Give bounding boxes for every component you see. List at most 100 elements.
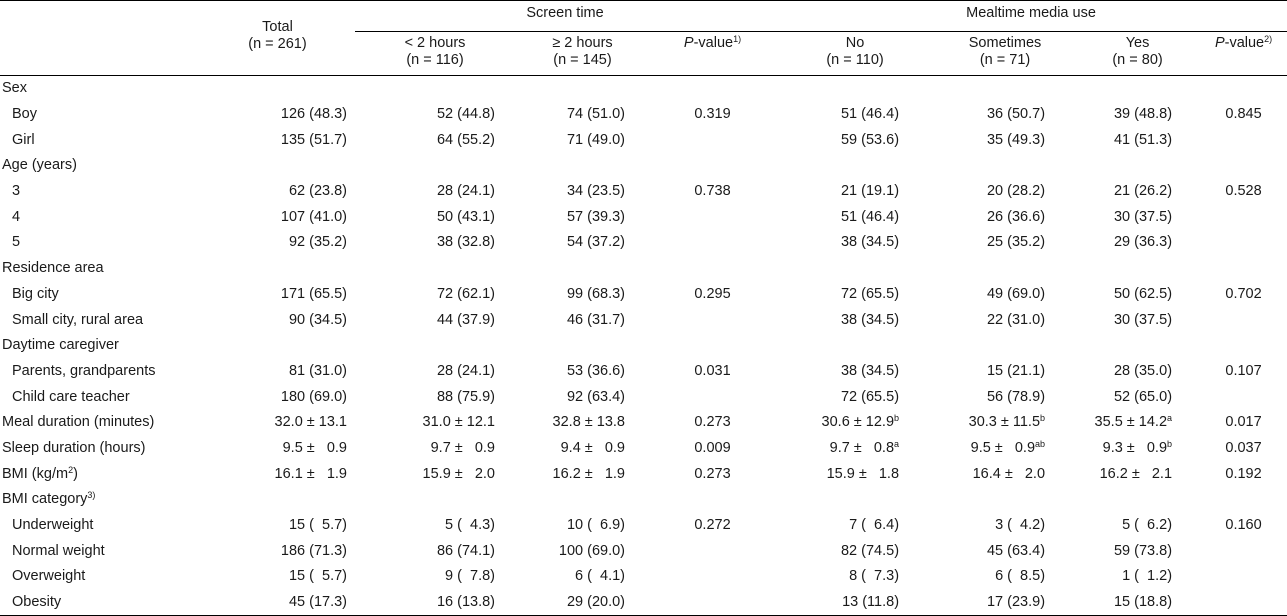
row-label-suffix: ) bbox=[73, 465, 78, 482]
pvalue-cell: 0.845 bbox=[1200, 102, 1287, 128]
value-cell bbox=[1075, 333, 1200, 359]
row-label-text: Overweight bbox=[12, 568, 86, 585]
cell-text: 0.009 bbox=[694, 439, 731, 456]
row-label-text: Child care teacher bbox=[12, 388, 130, 405]
value-cell: 35.5 ± 14.2a bbox=[1075, 410, 1200, 436]
cell-text: 9.4 ± 0.9 bbox=[560, 439, 625, 456]
value-cell bbox=[200, 487, 355, 513]
value-cell: 15 (18.8) bbox=[1075, 589, 1201, 616]
table-row: 4 107 (41.0) 50 (43.1) 57 (39.3) 51 (46.4) 26… bbox=[0, 204, 1287, 230]
value-cell: 35 (49.3) bbox=[935, 127, 1075, 153]
value-cell: 17 (23.9) bbox=[935, 589, 1076, 616]
value-cell: 15 ( 5.7) bbox=[200, 513, 355, 539]
value-cell: 38 (34.5) bbox=[775, 307, 935, 333]
stub-header bbox=[0, 0, 200, 76]
cell-text: 16.4 ± 2.0 bbox=[972, 465, 1046, 482]
cell-superscript: b bbox=[894, 413, 900, 424]
cell-text: 62 (23.8) bbox=[288, 183, 347, 200]
value-cell bbox=[935, 333, 1075, 359]
cell-text: 92 (63.4) bbox=[566, 388, 625, 405]
value-cell: 51 (46.4) bbox=[775, 102, 935, 128]
value-cell: 52 (44.8) bbox=[355, 102, 515, 128]
cell-text: 49 (69.0) bbox=[986, 285, 1046, 302]
value-cell: 57 (39.3) bbox=[515, 204, 650, 230]
pvalue-cell bbox=[650, 589, 776, 616]
cell-text: 59 (53.6) bbox=[840, 131, 900, 148]
pvalue-cell bbox=[650, 307, 775, 333]
cell-text: 135 (51.7) bbox=[280, 131, 347, 148]
pvalue-cell: 0.738 bbox=[650, 179, 775, 205]
pvalue-cell bbox=[1200, 589, 1287, 616]
cell-text: 16 (13.8) bbox=[436, 594, 495, 611]
yes-header: Yes (n = 80) bbox=[1075, 31, 1201, 76]
row-label: Parents, grandparents bbox=[0, 359, 200, 385]
cell-text: 32.8 ± 13.8 bbox=[552, 414, 625, 431]
row-label-text: 5 bbox=[12, 234, 21, 251]
value-cell bbox=[200, 333, 355, 359]
value-cell: 7 ( 6.4) bbox=[775, 513, 935, 539]
pvalue-cell bbox=[1200, 76, 1287, 102]
pvalue-cell: 0.702 bbox=[1200, 282, 1287, 308]
value-cell bbox=[1075, 487, 1200, 513]
pvalue-cell bbox=[1200, 384, 1287, 410]
value-cell bbox=[935, 76, 1075, 102]
pvalue-cell bbox=[1200, 333, 1287, 359]
value-cell: 16 (13.8) bbox=[355, 589, 515, 616]
sometimes-label: Sometimes bbox=[968, 35, 1042, 51]
value-cell: 26 (36.6) bbox=[935, 204, 1075, 230]
cell-text: 28 (24.1) bbox=[436, 183, 495, 200]
table-row: Underweight 15 ( 5.7) 5 ( 4.3) 10 ( 6.9) 0.2… bbox=[0, 513, 1287, 539]
value-cell bbox=[1075, 76, 1200, 102]
table-row: Daytime caregiver bbox=[0, 333, 1287, 359]
value-cell: 92 (63.4) bbox=[515, 384, 650, 410]
cell-text: 28 (24.1) bbox=[436, 362, 495, 379]
pvalue-cell bbox=[1200, 204, 1287, 230]
cell-text: 31.0 ± 12.1 bbox=[422, 414, 495, 431]
row-label-text: Big city bbox=[12, 285, 59, 302]
pvalue-cell: 0.273 bbox=[650, 410, 775, 436]
table-row: Residence area bbox=[0, 256, 1287, 282]
value-cell: 3 ( 4.2) bbox=[935, 513, 1075, 539]
cell-text: 0.017 bbox=[1225, 414, 1262, 431]
cell-text: 81 (31.0) bbox=[288, 362, 347, 379]
value-cell: 15 ( 5.7) bbox=[200, 564, 355, 590]
value-cell: 9.7 ± 0.9 bbox=[355, 436, 515, 462]
cell-text: 72 (65.5) bbox=[840, 285, 900, 302]
total-n: (n = 261) bbox=[248, 36, 307, 52]
value-cell: 82 (74.5) bbox=[775, 538, 935, 564]
value-cell: 86 (74.1) bbox=[355, 538, 515, 564]
value-cell: 28 (35.0) bbox=[1075, 359, 1200, 385]
value-cell: 54 (37.2) bbox=[515, 230, 650, 256]
cell-text: 0.738 bbox=[694, 183, 731, 200]
cell-text: 15 (18.8) bbox=[1113, 594, 1173, 611]
value-cell: 1 ( 1.2) bbox=[1075, 564, 1200, 590]
value-cell bbox=[515, 153, 650, 179]
pvalue-cell bbox=[1200, 256, 1287, 282]
value-cell: 22 (31.0) bbox=[935, 307, 1075, 333]
pvalue-italic: P bbox=[683, 35, 694, 51]
table-row: Boy 126 (48.3) 52 (44.8) 74 (51.0) 0.319 51 (… bbox=[0, 102, 1287, 128]
value-cell: 135 (51.7) bbox=[200, 127, 355, 153]
row-label: Age (years) bbox=[0, 153, 200, 179]
value-cell bbox=[515, 487, 650, 513]
cell-text: 0.272 bbox=[694, 517, 731, 534]
value-cell: 72 (62.1) bbox=[355, 282, 515, 308]
row-label-text: Sex bbox=[2, 80, 27, 97]
row-label: Meal duration (minutes) bbox=[0, 410, 200, 436]
cell-text: 186 (71.3) bbox=[280, 542, 347, 559]
value-cell: 38 (34.5) bbox=[775, 230, 935, 256]
value-cell: 16.4 ± 2.0 bbox=[935, 461, 1075, 487]
row-label-text: Underweight bbox=[12, 517, 94, 534]
cell-text: 28 (35.0) bbox=[1113, 362, 1173, 379]
table-row: Meal duration (minutes) 32.0 ± 13.1 31.0 ±… bbox=[0, 410, 1287, 436]
pvalue-cell: 0.295 bbox=[650, 282, 775, 308]
row-label: 5 bbox=[0, 230, 200, 256]
value-cell: 36 (50.7) bbox=[935, 102, 1075, 128]
pvalue-cell bbox=[650, 76, 775, 102]
value-cell: 44 (37.9) bbox=[355, 307, 515, 333]
value-cell: 74 (51.0) bbox=[515, 102, 650, 128]
value-cell: 38 (32.8) bbox=[355, 230, 515, 256]
cell-text: 41 (51.3) bbox=[1113, 131, 1173, 148]
cell-text: 35.5 ± 14.2 bbox=[1094, 414, 1168, 431]
value-cell bbox=[355, 153, 515, 179]
